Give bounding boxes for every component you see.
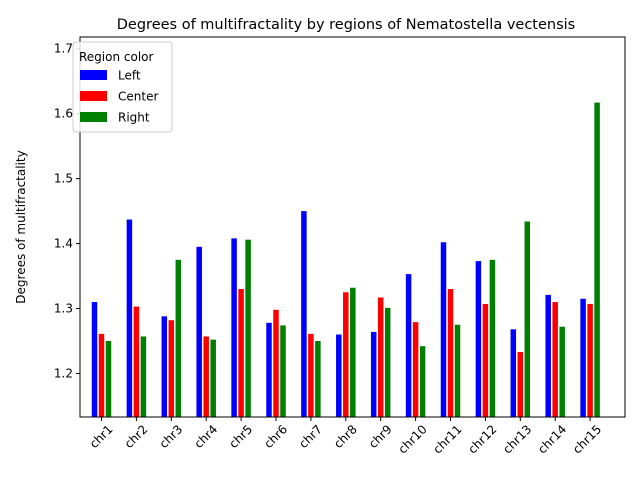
legend-swatch-center xyxy=(80,91,107,101)
y-tick-label: 1.3 xyxy=(54,302,73,316)
bar-right-chr12 xyxy=(489,259,496,417)
bar-left-chr2 xyxy=(126,219,133,417)
bar-left-chr12 xyxy=(475,261,482,417)
legend-swatch-left xyxy=(80,70,107,80)
bar-left-chr3 xyxy=(161,316,168,417)
bar-center-chr5 xyxy=(238,289,244,417)
bar-center-chr8 xyxy=(343,292,349,417)
bar-center-chr14 xyxy=(552,302,558,417)
bar-right-chr1 xyxy=(105,341,112,417)
bar-right-chr7 xyxy=(315,341,321,417)
x-tick-label: chr6 xyxy=(261,422,290,451)
y-tick-label: 1.2 xyxy=(54,366,73,380)
x-tick-label: chr15 xyxy=(570,422,604,456)
bar-right-chr14 xyxy=(559,326,565,417)
x-tick-label: chr8 xyxy=(331,422,360,451)
legend-label-center: Center xyxy=(118,90,158,104)
y-axis-label: Degrees of multifractality xyxy=(14,150,28,303)
bar-right-chr3 xyxy=(175,259,182,417)
bar-left-chr7 xyxy=(301,211,307,417)
legend-swatch-right xyxy=(80,112,107,122)
bar-center-chr6 xyxy=(273,309,279,417)
y-tick-label: 1.4 xyxy=(54,237,73,251)
x-tick-label: chr1 xyxy=(87,422,116,451)
bar-center-chr9 xyxy=(377,297,384,417)
bar-right-chr6 xyxy=(280,325,286,417)
x-tick-label: chr14 xyxy=(535,422,569,456)
bar-left-chr4 xyxy=(196,246,202,417)
bar-center-chr1 xyxy=(98,333,105,417)
bar-center-chr12 xyxy=(482,303,489,417)
bar-left-chr6 xyxy=(266,322,272,417)
chart-title: Degrees of multifractality by regions of… xyxy=(117,17,575,33)
bar-right-chr2 xyxy=(140,336,147,417)
x-tick-label: chr13 xyxy=(500,422,534,456)
bar-left-chr13 xyxy=(510,329,517,417)
bar-center-chr4 xyxy=(203,336,209,417)
y-tick-label: 1.7 xyxy=(54,42,73,56)
bar-center-chr13 xyxy=(517,352,524,417)
y-axis: 1.2 1.3 1.4 1.5 1.6 1.7 xyxy=(54,42,80,380)
bar-left-chr1 xyxy=(91,302,98,417)
x-tick-label: chr7 xyxy=(296,422,325,451)
bar-center-chr10 xyxy=(412,322,419,417)
bar-center-chr11 xyxy=(447,289,454,417)
x-tick-label: chr11 xyxy=(430,422,464,456)
y-tick-label: 1.6 xyxy=(54,107,73,121)
bar-left-chr11 xyxy=(440,242,447,417)
bar-right-chr8 xyxy=(350,287,356,417)
legend-label-right: Right xyxy=(118,111,150,125)
bar-right-chr9 xyxy=(384,307,391,417)
bar-center-chr7 xyxy=(308,333,314,417)
bar-left-chr5 xyxy=(231,238,237,417)
x-tick-label: chr5 xyxy=(226,422,255,451)
plot-frame xyxy=(79,36,626,418)
bar-right-chr13 xyxy=(524,221,531,417)
legend-box xyxy=(72,41,173,133)
bar-right-chr5 xyxy=(245,239,251,417)
x-tick-label: chr3 xyxy=(157,422,186,451)
x-tick-label: chr4 xyxy=(191,422,220,451)
bar-left-chr9 xyxy=(370,331,377,417)
y-tick-label: 1.5 xyxy=(54,172,73,186)
bar-right-chr15 xyxy=(594,102,600,418)
legend: Region color Left Center Right xyxy=(72,41,173,133)
bar-right-chr11 xyxy=(454,324,461,417)
x-tick-label: chr12 xyxy=(465,422,499,456)
bar-center-chr3 xyxy=(168,320,175,417)
x-tick-label: chr2 xyxy=(122,422,151,451)
bars xyxy=(91,102,600,418)
x-tick-label: chr9 xyxy=(366,422,395,451)
bar-left-chr14 xyxy=(545,294,551,417)
bar-center-chr15 xyxy=(587,303,593,417)
bar-right-chr4 xyxy=(210,339,216,417)
bar-center-chr2 xyxy=(133,306,140,417)
bar-left-chr15 xyxy=(580,298,586,417)
legend-label-left: Left xyxy=(118,69,141,83)
x-axis: chr1 chr2 chr3 chr4 chr5 chr6 chr7 chr8 chr9 chr1… xyxy=(87,417,604,456)
bar-left-chr8 xyxy=(336,334,342,417)
bar-right-chr10 xyxy=(419,346,426,417)
legend-title: Region color xyxy=(79,50,154,64)
x-tick-label: chr10 xyxy=(395,422,429,456)
bar-left-chr10 xyxy=(405,274,412,417)
